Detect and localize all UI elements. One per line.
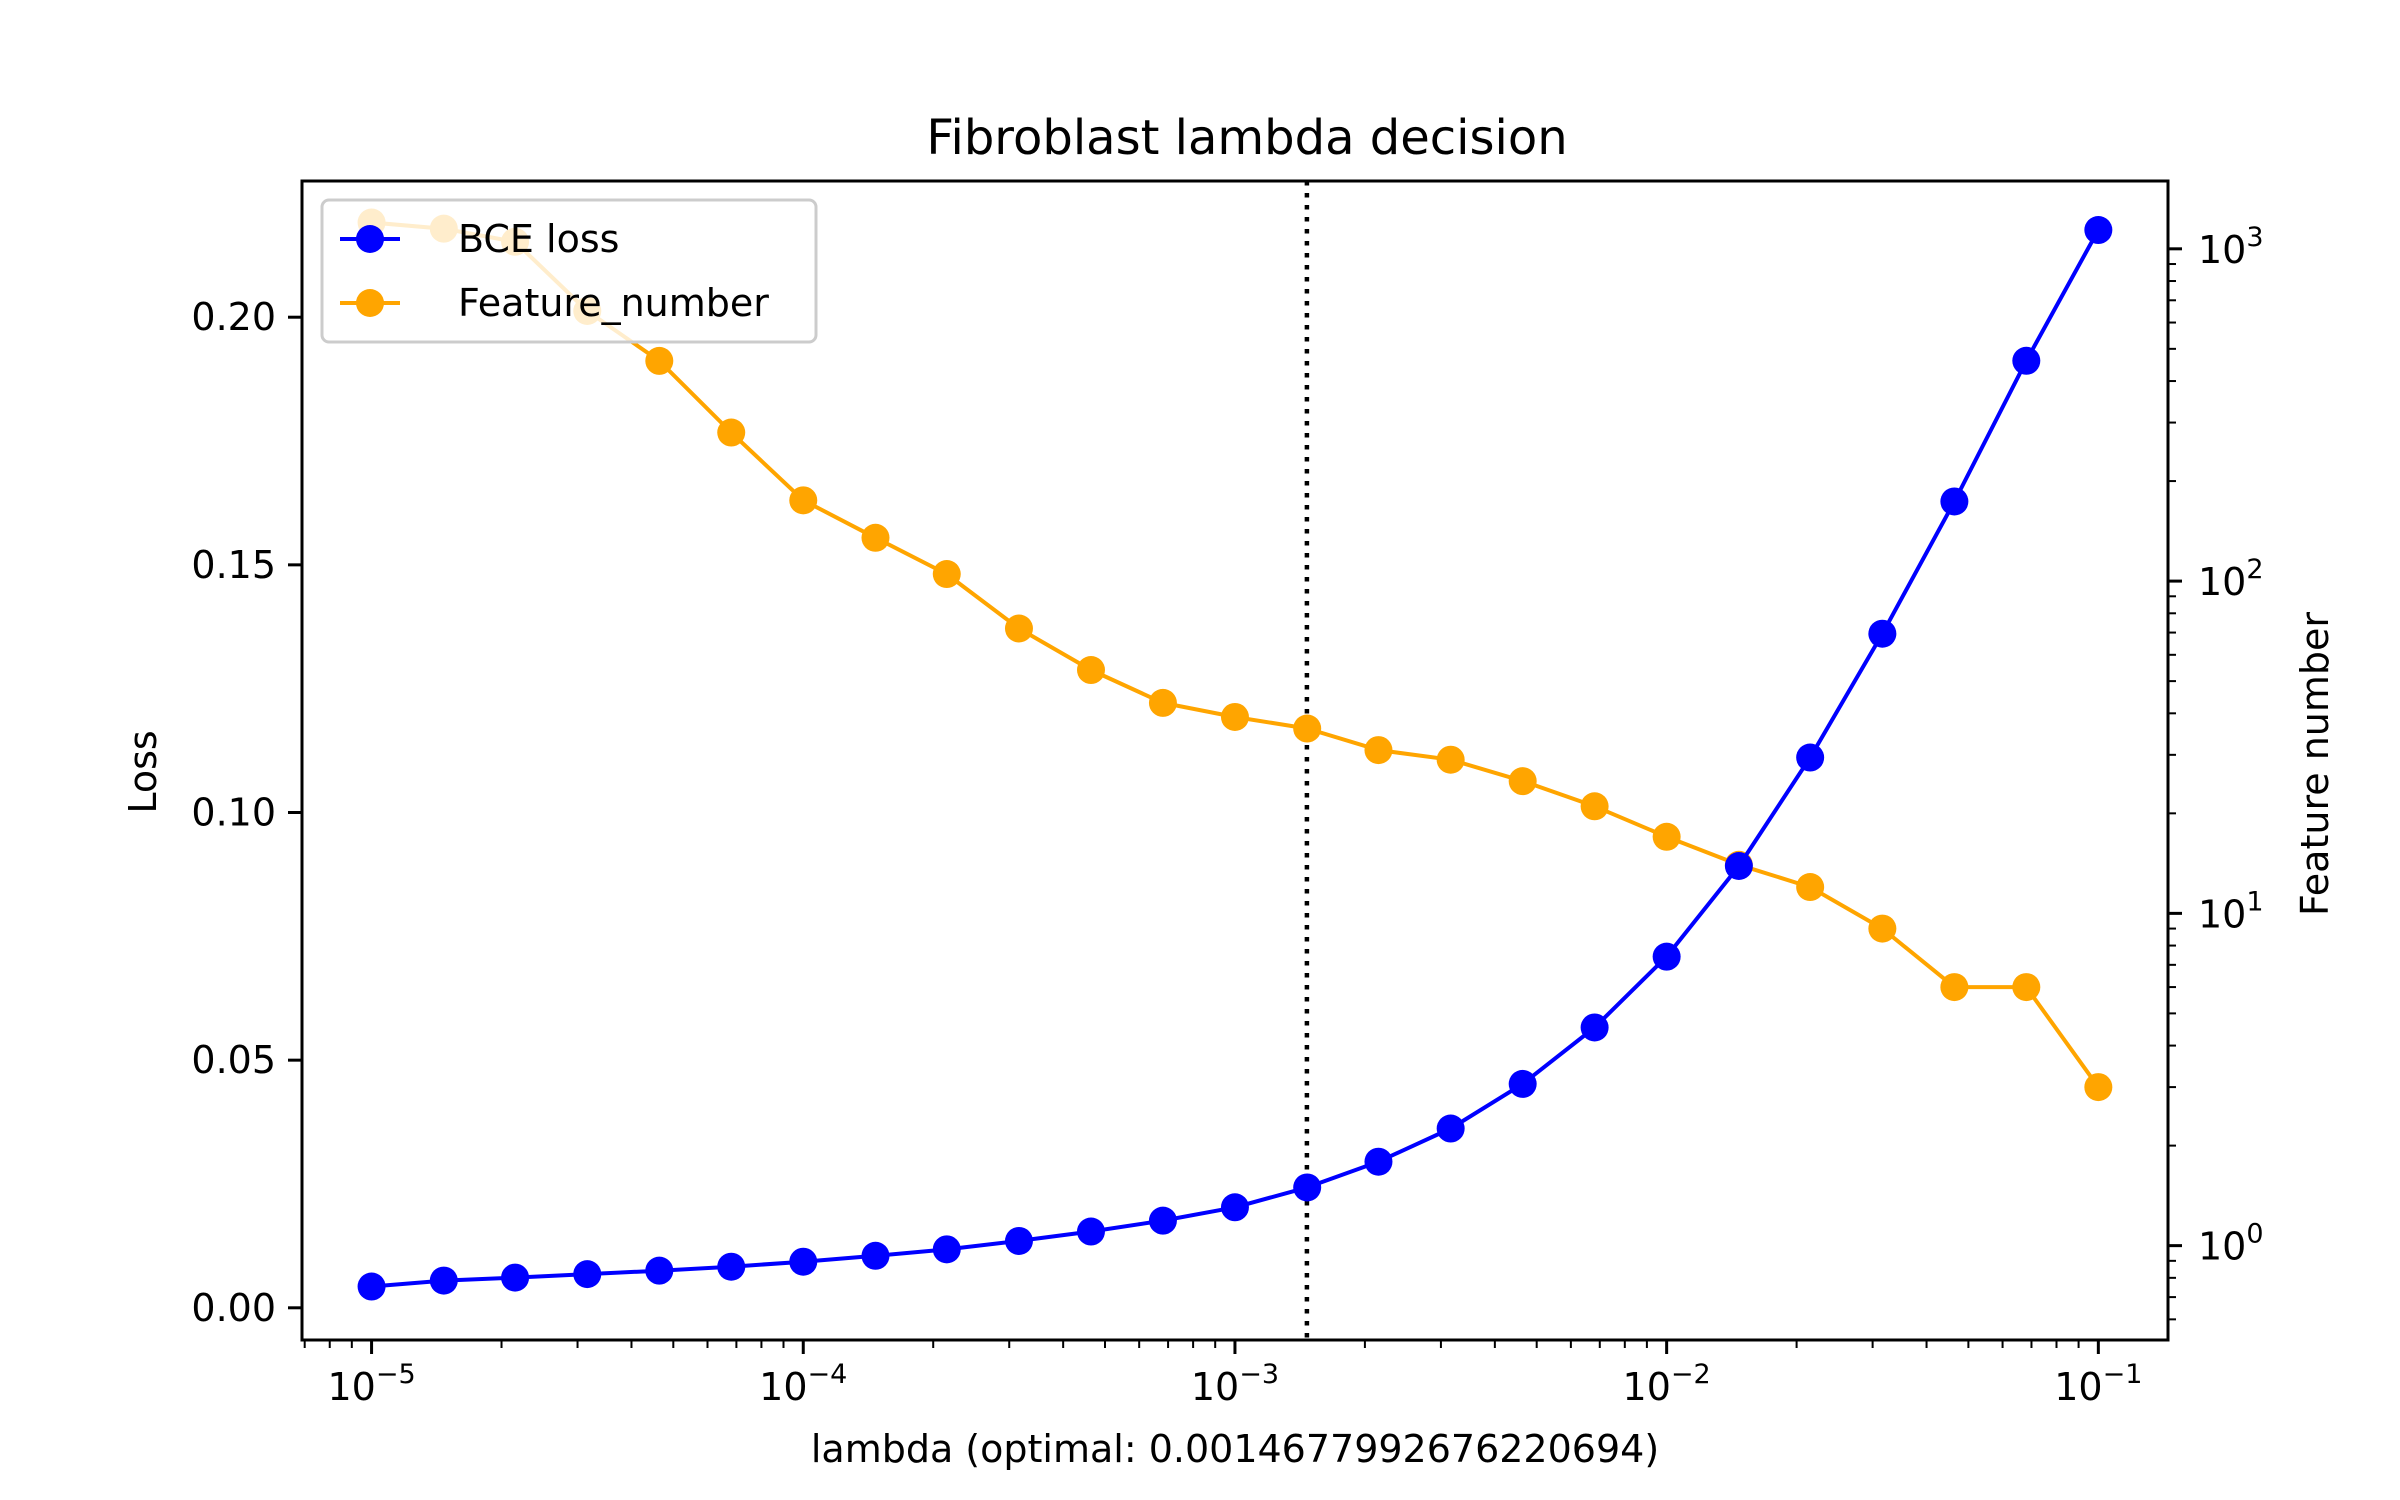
bce-loss-point xyxy=(357,1272,386,1301)
legend: BCE loss Feature_number xyxy=(320,198,818,344)
feature-number-point xyxy=(1293,714,1322,743)
bce-loss-point xyxy=(1796,743,1825,772)
feature-number-point xyxy=(1652,822,1681,851)
feature-number-point xyxy=(789,486,818,515)
feature-number-point xyxy=(1508,767,1537,796)
bce-loss-point xyxy=(1293,1173,1322,1202)
bce-loss-point xyxy=(789,1247,818,1276)
feature-number-point xyxy=(1868,914,1897,943)
legend-marker-feature-number xyxy=(356,289,384,317)
x-tick-label: 10−1 xyxy=(2054,1359,2142,1409)
feature-number-point xyxy=(1580,792,1609,821)
bce-loss-point xyxy=(861,1241,890,1270)
bce-loss-point xyxy=(429,1266,458,1295)
feature-number-point xyxy=(932,560,961,589)
feature-number-point xyxy=(1796,873,1825,902)
y-tick-label: 0.10 xyxy=(191,791,276,835)
legend-marker-bce-loss xyxy=(356,225,384,253)
plot-area xyxy=(357,181,2113,1340)
y-tick-label: 0.00 xyxy=(191,1286,276,1330)
y-tick-label: 0.05 xyxy=(191,1038,276,1082)
bce-loss-point xyxy=(573,1260,602,1289)
bce-loss-point xyxy=(1436,1114,1465,1143)
y-axis-label: Loss xyxy=(121,730,165,813)
bce-loss-point xyxy=(1940,487,1969,516)
feature-number-point xyxy=(1148,688,1177,717)
bce-loss-line xyxy=(371,229,2101,1289)
plot-frame xyxy=(300,179,2170,1342)
bce-loss-point xyxy=(1868,619,1897,648)
bce-loss-point xyxy=(717,1252,746,1281)
feature-number-point xyxy=(645,346,674,375)
bce-loss-point xyxy=(1652,942,1681,971)
feature-number-point xyxy=(1004,614,1033,643)
y2-tick-label: 103 xyxy=(2198,222,2264,272)
y2-tick-label: 100 xyxy=(2198,1219,2264,1269)
feature-number-point xyxy=(1076,656,1105,685)
feature-number-point xyxy=(1364,736,1393,765)
x-tick-label: 10−4 xyxy=(759,1359,847,1409)
x-axis-label: lambda (optimal: 0.0014677992676220694) xyxy=(811,1427,1659,1471)
legend-label-bce-loss: BCE loss xyxy=(458,217,619,261)
legend-box xyxy=(320,198,818,344)
bce-loss-point xyxy=(1148,1206,1177,1235)
feature-number-point xyxy=(861,523,890,552)
bce-loss-point xyxy=(1364,1147,1393,1176)
y-tick-label: 0.15 xyxy=(191,543,276,587)
x-tick-label: 10−2 xyxy=(1623,1359,1711,1409)
bce-loss-point xyxy=(501,1263,530,1292)
bce-loss-point xyxy=(932,1235,961,1264)
axes: 10−5 10−4 10−3 10−2 10−1 0.00 0.05 0.10 0.15 0.20… xyxy=(191,179,2264,1409)
chart-title: Fibroblast lambda decision xyxy=(926,110,1567,166)
feature-number-point xyxy=(2084,1073,2113,1102)
feature-number-point xyxy=(717,418,746,447)
bce-loss-point xyxy=(1508,1069,1537,1098)
y2-tick-label: 101 xyxy=(2198,886,2264,936)
bce-loss-point xyxy=(1580,1013,1609,1042)
x-tick-label: 10−5 xyxy=(327,1359,415,1409)
x-tick-label: 10−3 xyxy=(1191,1359,1279,1409)
bce-loss-point xyxy=(1076,1217,1105,1246)
bce-loss-point xyxy=(2012,346,2041,375)
feature-number-point xyxy=(1220,702,1249,731)
feature-number-point xyxy=(1940,973,1969,1002)
y2-axis-label: Feature number xyxy=(2293,612,2337,916)
legend-label-feature-number: Feature_number xyxy=(458,281,769,325)
feature-number-line xyxy=(371,220,2100,1089)
bce-loss-point xyxy=(1220,1193,1249,1222)
y2-tick-label: 102 xyxy=(2198,554,2264,604)
feature-number-point xyxy=(2012,973,2041,1002)
feature-number-point xyxy=(1436,745,1465,774)
bce-loss-point xyxy=(645,1256,674,1285)
bce-loss-point xyxy=(2084,216,2113,245)
y-tick-label: 0.20 xyxy=(191,295,276,339)
bce-loss-point xyxy=(1004,1226,1033,1255)
bce-loss-point xyxy=(1724,851,1753,880)
